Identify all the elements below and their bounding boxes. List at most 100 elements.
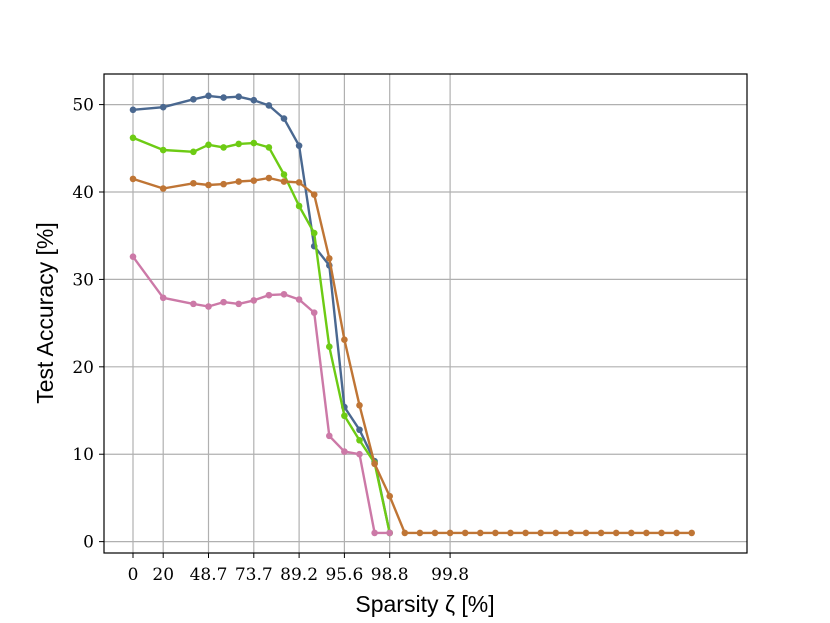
data-point	[265, 102, 273, 109]
data-point	[612, 529, 620, 537]
x-tick-label: 20	[152, 565, 174, 585]
plot-frame	[103, 73, 748, 554]
series-4	[129, 253, 394, 537]
data-point	[310, 191, 318, 198]
data-point	[688, 529, 695, 537]
data-point	[235, 300, 242, 308]
tick-group: 0 20 48.7 73.7 89.2 95.6 98.8 99.8 0 10 20 30 40 50	[72, 96, 469, 585]
data-point	[295, 142, 303, 149]
x-tick-label: 73.7	[235, 565, 273, 585]
data-point	[356, 436, 363, 444]
data-point	[356, 426, 363, 434]
y-axis-label: Test Accuracy [%]	[32, 222, 58, 404]
data-point	[280, 171, 288, 178]
data-point	[310, 309, 318, 316]
data-point	[129, 106, 137, 114]
data-point	[129, 175, 137, 183]
series-1	[129, 92, 394, 537]
data-point	[250, 177, 258, 184]
data-point	[522, 529, 529, 537]
data-point	[205, 92, 212, 100]
data-point	[356, 401, 363, 409]
data-point	[205, 181, 212, 189]
x-tick-label: 48.7	[190, 565, 228, 585]
data-point	[205, 141, 212, 149]
data-point	[235, 93, 242, 101]
y-tick-label: 10	[72, 445, 94, 465]
series-line	[132, 136, 391, 534]
data-point	[190, 300, 197, 308]
data-point	[280, 290, 288, 298]
x-tick-label: 95.6	[325, 565, 363, 585]
series-line	[132, 255, 390, 535]
data-point	[673, 529, 680, 537]
data-point	[507, 529, 514, 537]
data-point	[190, 96, 197, 103]
data-point	[628, 529, 635, 537]
data-point	[326, 255, 333, 262]
data-point	[326, 432, 333, 440]
data-point	[401, 529, 409, 537]
data-point	[129, 134, 137, 142]
data-point	[220, 180, 227, 188]
data-point	[250, 96, 258, 104]
data-point	[159, 103, 167, 111]
data-point	[341, 448, 348, 455]
data-point	[643, 529, 650, 537]
data-point	[190, 179, 197, 187]
data-point	[295, 296, 303, 303]
data-point	[597, 529, 605, 537]
data-point	[265, 144, 273, 151]
data-point	[129, 253, 137, 260]
y-tick-label: 50	[72, 96, 94, 116]
data-point	[295, 179, 303, 186]
data-point	[341, 412, 348, 420]
series-3	[129, 174, 695, 537]
x-tick-label: 99.8	[431, 565, 469, 585]
x-tick-label: 89.2	[280, 565, 318, 585]
data-point	[477, 529, 484, 537]
data-point	[280, 115, 288, 122]
data-point	[250, 297, 258, 304]
data-point	[205, 303, 212, 310]
y-tick-label: 40	[72, 183, 94, 203]
data-point	[537, 529, 544, 537]
data-point	[220, 298, 227, 306]
data-point	[567, 529, 575, 537]
series-line	[132, 94, 391, 534]
data-point	[416, 529, 424, 537]
data-point	[265, 291, 273, 299]
data-point	[220, 144, 227, 151]
data-point	[250, 139, 258, 147]
grid	[104, 74, 747, 553]
y-tick-label: 0	[83, 533, 94, 553]
data-point	[295, 202, 303, 210]
series-group	[129, 92, 695, 537]
data-point	[190, 148, 197, 156]
data-point	[159, 185, 167, 192]
data-point	[446, 529, 454, 537]
data-point	[235, 178, 242, 185]
data-point	[371, 529, 378, 537]
data-point	[235, 140, 242, 148]
data-point	[658, 529, 665, 537]
y-tick-label: 20	[72, 358, 94, 378]
data-point	[265, 174, 273, 182]
data-point	[220, 94, 227, 101]
data-point	[461, 529, 469, 537]
x-axis-label: Sparsity ζ [%]	[355, 591, 494, 617]
y-tick-label: 30	[72, 270, 94, 290]
x-tick-label: 0	[128, 565, 139, 585]
data-point	[431, 529, 439, 537]
data-point	[582, 529, 590, 537]
data-point	[386, 492, 394, 500]
series-2	[129, 134, 394, 537]
data-point	[341, 336, 348, 344]
data-point	[492, 529, 499, 537]
data-point	[159, 294, 167, 302]
data-point	[386, 529, 394, 537]
data-point	[356, 450, 363, 458]
data-point	[326, 343, 333, 351]
data-point	[310, 229, 318, 237]
